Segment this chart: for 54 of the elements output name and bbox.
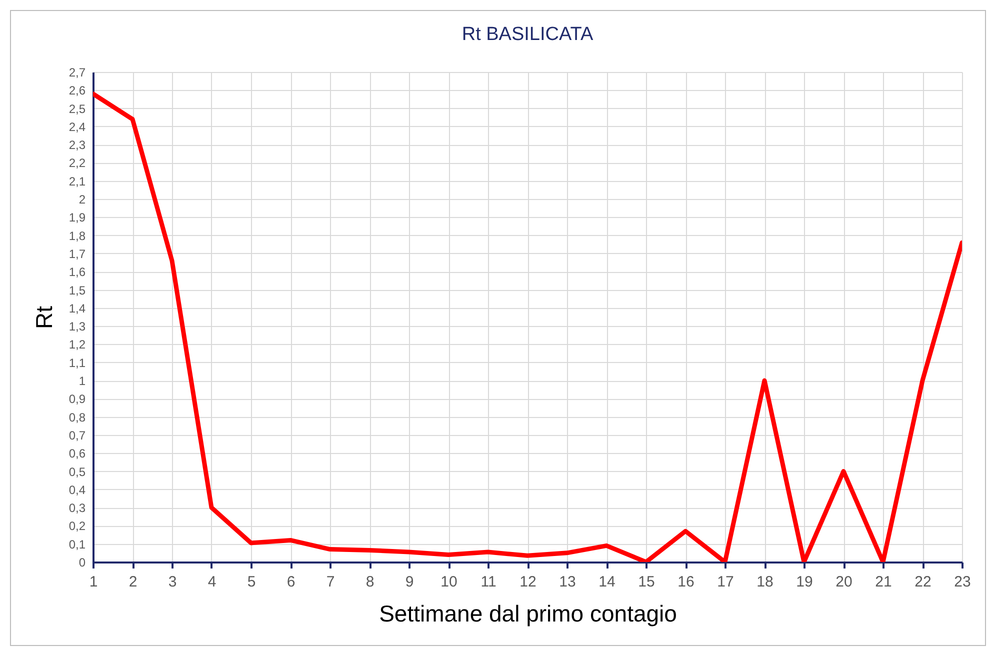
y-tick-label: 0,6	[68, 446, 86, 461]
y-tick-label: 0,4	[68, 482, 86, 497]
y-tick-label: 1,2	[68, 338, 86, 352]
x-tick-label: 15	[638, 574, 655, 590]
y-tick-label: 1,5	[68, 283, 86, 298]
x-tick-label: 17	[717, 574, 734, 590]
y-tick-label: 2,5	[68, 102, 86, 116]
y-tick-label: 2,1	[68, 174, 86, 188]
y-tick-label: 0,5	[68, 464, 86, 479]
y-tick-label: 0	[78, 556, 86, 570]
x-tick-label: 23	[954, 574, 971, 590]
y-tick-label: 2,3	[68, 138, 86, 152]
y-tick-label: 0,2	[68, 519, 86, 534]
y-tick-label: 2,7	[68, 66, 86, 80]
x-tick-label: 11	[480, 574, 496, 590]
x-tick-label: 2	[128, 574, 138, 590]
x-tick-label: 20	[836, 574, 852, 590]
y-tick-label: 0,7	[68, 428, 86, 442]
y-tick-label: 2,4	[68, 120, 86, 134]
x-tick-label: 16	[678, 574, 694, 590]
x-tick-label: 12	[520, 574, 536, 590]
y-tick-label: 2,6	[68, 84, 86, 98]
x-tick-label: 1	[89, 574, 98, 590]
x-tick-label: 14	[598, 574, 616, 590]
x-tick-label: 3	[168, 574, 177, 590]
x-tick-label: 19	[796, 574, 813, 590]
x-tick-label: 9	[405, 574, 414, 590]
x-tick-label: 8	[366, 574, 374, 590]
chart-title: Rt BASILICATA	[462, 24, 594, 45]
y-tick-label: 2,2	[68, 156, 86, 170]
x-tick-label: 4	[208, 574, 216, 590]
y-axis-title: Rt	[30, 305, 57, 329]
y-tick-label: 1,3	[68, 320, 86, 334]
y-tick-label: 0,9	[68, 392, 86, 406]
x-tick-label: 5	[247, 574, 256, 590]
x-tick-label: 18	[756, 574, 774, 590]
y-tick-label: 1,7	[68, 246, 86, 261]
y-tick-label: 1,1	[68, 356, 86, 370]
y-tick-label: 1,4	[68, 301, 86, 316]
x-tick-label: 13	[559, 574, 576, 590]
x-tick-label: 10	[440, 574, 458, 590]
x-axis-title: Settimane dal primo contagio	[379, 600, 677, 626]
x-tick-label: 7	[326, 574, 335, 590]
y-tick-label: 1,9	[68, 210, 86, 225]
x-tick-label: 6	[286, 574, 296, 590]
y-tick-label: 1	[78, 374, 86, 388]
y-tick-label: 0,8	[68, 410, 86, 424]
x-tick-label: 22	[914, 574, 932, 590]
y-tick-label: 1,6	[68, 265, 86, 280]
y-tick-label: 0,3	[68, 501, 86, 516]
y-tick-label: 1,8	[68, 228, 86, 243]
x-tick-label: 21	[875, 574, 892, 590]
y-tick-label: 2	[78, 192, 86, 207]
y-tick-label: 0,1	[68, 537, 86, 552]
